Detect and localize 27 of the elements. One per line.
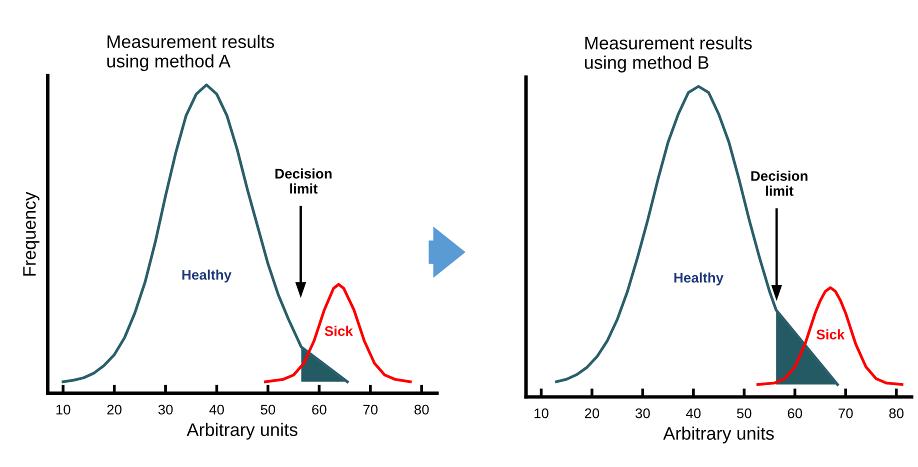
- x-tick-label: 20: [584, 408, 600, 418]
- x-axis-title: Arbitrary units: [186, 422, 298, 440]
- text: Healthy: [674, 272, 724, 286]
- x-tick-label: 40: [686, 408, 701, 418]
- series-label: Sick: [324, 326, 353, 336]
- x-tick-label: 60: [788, 408, 802, 418]
- x-tick-label: 70: [838, 408, 853, 418]
- text: Healthy: [182, 270, 232, 283]
- x-tick-label: 10: [534, 408, 548, 418]
- x-tick-label: 10: [56, 404, 70, 415]
- annotation: Decision limit: [275, 168, 332, 194]
- x-tick-label: 80: [889, 408, 904, 418]
- series-label: Sick: [816, 329, 845, 340]
- x-tick-label: 80: [414, 404, 429, 415]
- x-tick-label: 20: [107, 404, 122, 415]
- chart-title: Measurement results using method B: [585, 36, 752, 72]
- x-tick-label: 30: [636, 408, 650, 418]
- x-tick-label: 50: [260, 404, 276, 415]
- y-axis-title: Frequency: [23, 192, 40, 276]
- x-tick-label: 50: [736, 408, 752, 418]
- x-tick-label: 60: [312, 404, 326, 415]
- chart-title: Measurement results using method A: [107, 34, 274, 72]
- x-tick-label: 40: [209, 404, 224, 415]
- x-axis-title: Arbitrary units: [663, 426, 774, 444]
- x-tick-label: 30: [158, 404, 173, 415]
- x-tick-label: 70: [363, 404, 378, 415]
- annotation: Decision limit: [751, 170, 808, 196]
